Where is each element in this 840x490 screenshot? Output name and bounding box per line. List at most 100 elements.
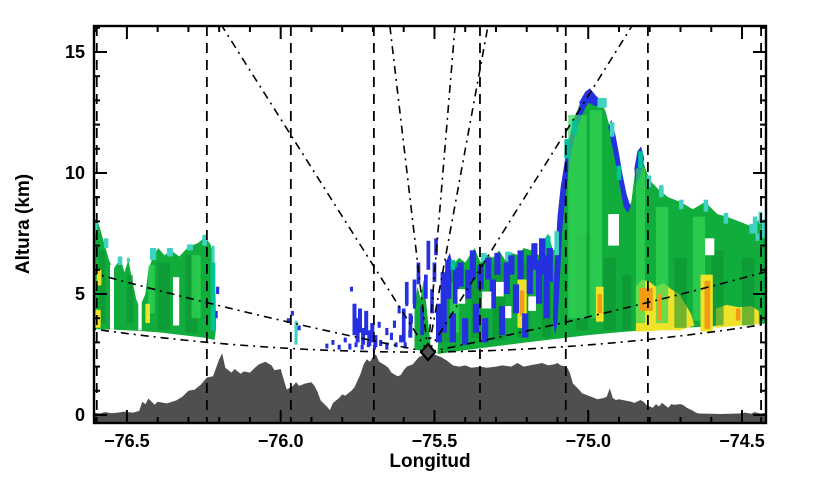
isolated-blue-specks-speck bbox=[214, 310, 218, 319]
cyan-top-fringes-rect bbox=[103, 238, 109, 248]
low-level-blue-speckle-field-speck bbox=[399, 335, 403, 343]
echo-gap bbox=[496, 281, 504, 297]
cyan-top-fringes-rect bbox=[723, 212, 729, 224]
radar-beam-lines bbox=[94, 26, 766, 353]
above-radar-blue-columns-speck bbox=[424, 274, 428, 299]
axes-frame bbox=[92, 24, 768, 425]
cyan-top-fringes-rect bbox=[659, 185, 664, 198]
y-tick-label: 15 bbox=[65, 42, 85, 62]
mottle-blue-columns-speck bbox=[517, 250, 524, 280]
echo-gaps bbox=[110, 214, 715, 331]
mottle-blue-columns-speck bbox=[508, 255, 515, 275]
mottle-blue-columns-speck bbox=[526, 255, 533, 294]
above-radar-blue-columns-speck bbox=[416, 262, 421, 285]
above-radar-blue-columns-speck bbox=[412, 279, 417, 304]
x-tick-label: −76.0 bbox=[258, 431, 304, 451]
dark-green-streaks-rect bbox=[742, 257, 755, 326]
teal-edge-flecks-speck bbox=[210, 262, 216, 331]
cyan-top-fringes-rect bbox=[166, 248, 174, 257]
virga-blue-columns-speck bbox=[361, 327, 366, 345]
radar-beam bbox=[427, 26, 489, 353]
low-level-blue-speckle-field-speck bbox=[343, 337, 347, 343]
above-radar-blue-columns-speck bbox=[408, 313, 413, 338]
x-tick-label: −75.0 bbox=[565, 431, 611, 451]
orange-cores bbox=[520, 280, 741, 330]
mottle-blue-columns-speck bbox=[452, 267, 460, 304]
orange-cores-rect bbox=[657, 294, 662, 321]
echo-gap bbox=[457, 289, 466, 304]
plot-area bbox=[94, 26, 766, 423]
low-level-blue-speckle-field-speck bbox=[397, 306, 401, 314]
dark-green-streaks-rect bbox=[157, 262, 170, 331]
mottle-blue-columns-speck bbox=[469, 250, 476, 280]
echo-gap bbox=[505, 306, 512, 319]
isolated-blue-specks-speck bbox=[286, 318, 290, 323]
y-tick-label: 10 bbox=[65, 163, 85, 183]
cyan-top-fringes-rect bbox=[679, 199, 684, 210]
dark-green-streaks-rect bbox=[603, 257, 616, 331]
mottle-blue-columns-speck bbox=[445, 260, 452, 299]
right-edge-cyan-flecks-speck bbox=[763, 219, 766, 229]
cyan-top-fringes-rect bbox=[597, 98, 607, 108]
dark-green-streaks-rect bbox=[674, 257, 687, 328]
low-level-blue-speckle-field-speck bbox=[389, 332, 393, 340]
cyan-top-fringes-rect bbox=[117, 256, 123, 265]
echo-gap bbox=[110, 265, 114, 331]
cyan-top-fringes-rect bbox=[126, 257, 130, 263]
low-level-blue-speckle-field-speck bbox=[366, 341, 370, 348]
cyan-top-fringes-rect bbox=[202, 234, 207, 246]
axis-ticks bbox=[94, 26, 766, 423]
echo-gap bbox=[138, 296, 142, 331]
mottle-blue-columns-speck bbox=[449, 313, 456, 343]
radar-beam bbox=[427, 26, 456, 353]
isolated-blue-specks-speck bbox=[297, 325, 301, 331]
mottle-blue-columns-speck bbox=[485, 257, 492, 280]
mottle-blue-columns-speck bbox=[440, 272, 447, 333]
bright-green-cores-rect bbox=[635, 168, 646, 324]
virga-blue-columns-speck bbox=[352, 303, 357, 336]
radar-beam-curved bbox=[94, 272, 429, 353]
range-lines bbox=[95, 26, 762, 423]
above-radar-blue-columns-speck bbox=[426, 240, 431, 270]
low-level-blue-speckle-field-speck bbox=[354, 342, 358, 348]
virga-blue-columns-speck bbox=[367, 330, 372, 346]
orange-cores-rect bbox=[639, 287, 653, 311]
echo-gap bbox=[173, 277, 180, 326]
mottle-blue-columns-speck bbox=[546, 248, 553, 282]
mottle-blue-columns-speck bbox=[499, 306, 506, 336]
radar-beam bbox=[427, 26, 633, 353]
teal-edge-flecks-speck bbox=[572, 119, 577, 135]
low-level-blue-speckle-field-speck bbox=[360, 344, 364, 350]
mottle-blue-columns-speck bbox=[494, 252, 501, 275]
above-radar-blue-columns-speck bbox=[430, 289, 434, 314]
x-axis-title: Longitud bbox=[389, 451, 471, 472]
above-radar-blue-columns-speck bbox=[420, 306, 424, 336]
yellow-streaks-rect bbox=[96, 269, 102, 286]
low-level-blue-speckle-field-speck bbox=[392, 320, 396, 328]
echo-gap bbox=[705, 238, 715, 256]
orange-cores-rect bbox=[520, 290, 525, 316]
dark-green-streaks-rect bbox=[126, 274, 134, 323]
mottle-blue-columns-speck bbox=[482, 318, 489, 343]
cyan-top-fringes-rect bbox=[294, 320, 298, 345]
low-level-blue-speckle-field-speck bbox=[372, 344, 376, 350]
virga-blue-columns-speck bbox=[370, 323, 375, 343]
radar-beam-curved bbox=[427, 323, 766, 353]
mottle-blue-columns-speck bbox=[489, 279, 496, 309]
cyan-top-fringes-rect bbox=[609, 122, 615, 137]
y-tick-label: 5 bbox=[75, 284, 85, 304]
low-level-blue-speckle-field-speck bbox=[403, 342, 407, 349]
cyan-top-fringes-rect bbox=[211, 245, 215, 265]
echo-layer bbox=[94, 88, 766, 354]
radar-location-diamond bbox=[419, 342, 437, 362]
right-edge-cyan-flecks-speck bbox=[755, 233, 760, 241]
x-tick-label: −76.5 bbox=[104, 431, 150, 451]
mottle-blue-columns-speck bbox=[503, 262, 510, 294]
echo-gap bbox=[608, 214, 619, 246]
low-level-blue-speckle-field-speck bbox=[394, 342, 398, 348]
orange-cores-rect bbox=[704, 280, 711, 330]
virga-blue-columns-speck bbox=[364, 310, 369, 336]
isolated-blue-specks-speck bbox=[290, 310, 294, 316]
low-level-blue-speckle-field-speck bbox=[385, 327, 389, 336]
